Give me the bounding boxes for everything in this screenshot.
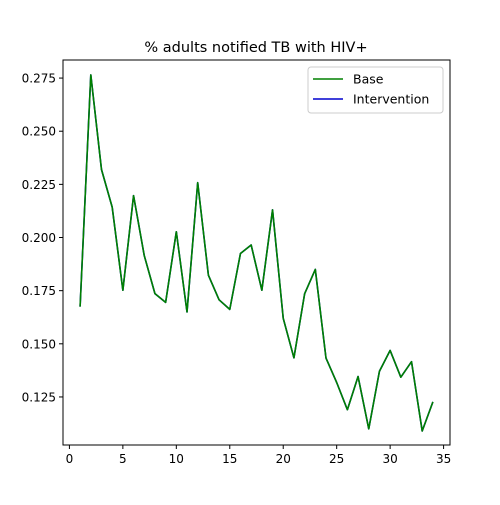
- x-tick-label: 5: [119, 452, 127, 466]
- x-axis: 0 5 10 15 20 25 30 35: [66, 445, 451, 466]
- y-tick-label: 0.275: [22, 72, 56, 86]
- x-tick-label: 0: [66, 452, 74, 466]
- x-tick-label: 30: [382, 452, 397, 466]
- x-tick-label: 15: [222, 452, 237, 466]
- y-axis: 0.125 0.150 0.175 0.200 0.225 0.250 0.275: [22, 72, 63, 404]
- y-tick-label: 0.225: [22, 178, 56, 192]
- y-tick-label: 0.150: [22, 337, 56, 351]
- series-line-intervention: [79, 74, 434, 432]
- plot-frame: [62, 59, 451, 446]
- legend-label-intervention: Intervention: [353, 92, 429, 107]
- x-tick-label: 10: [169, 452, 184, 466]
- y-tick-label: 0.125: [22, 390, 56, 404]
- chart-title: % adults notified TB with HIV+: [144, 40, 367, 56]
- y-tick-label: 0.200: [22, 231, 56, 245]
- y-tick-label: 0.175: [22, 284, 56, 298]
- legend: Base Intervention: [307, 66, 444, 114]
- y-tick-label: 0.250: [22, 125, 56, 139]
- legend-label-base: Base: [353, 72, 384, 87]
- series-layer: [79, 74, 434, 432]
- x-tick-label: 35: [436, 452, 451, 466]
- series-line-base: [79, 74, 434, 432]
- x-tick-label: 20: [276, 452, 291, 466]
- x-tick-label: 25: [329, 452, 344, 466]
